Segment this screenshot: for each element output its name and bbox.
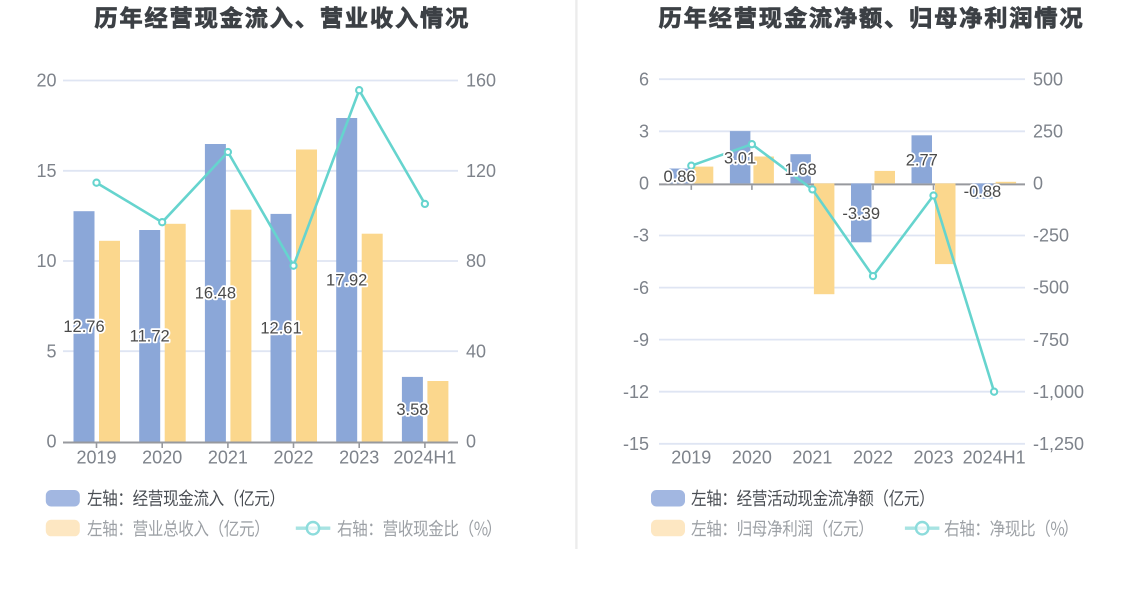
svg-text:2023: 2023 [339,447,379,467]
svg-text:-12: -12 [623,382,649,402]
svg-text:250: 250 [1033,122,1063,142]
svg-text:10: 10 [36,251,56,271]
svg-text:-3: -3 [633,226,649,246]
svg-text:2.77: 2.77 [906,151,938,169]
svg-text:-0.88: -0.88 [964,183,1002,201]
svg-text:2021: 2021 [792,447,832,467]
svg-text:0: 0 [466,432,476,452]
svg-text:2024H1: 2024H1 [963,447,1026,467]
svg-text:0.86: 0.86 [663,168,695,186]
svg-text:-9: -9 [633,330,649,350]
svg-text:3: 3 [639,122,649,142]
svg-text:5: 5 [46,341,56,361]
svg-text:-750: -750 [1033,330,1069,350]
svg-text:17.92: 17.92 [326,272,367,290]
svg-text:-1,250: -1,250 [1033,434,1084,454]
svg-text:0: 0 [46,432,56,452]
svg-text:16.48: 16.48 [195,285,236,303]
svg-text:12.61: 12.61 [260,320,301,338]
svg-text:20: 20 [36,71,56,91]
svg-text:-250: -250 [1033,226,1069,246]
svg-text:2019: 2019 [76,447,116,467]
svg-text:-15: -15 [623,434,649,454]
svg-text:15: 15 [36,161,56,181]
svg-text:11.72: 11.72 [130,328,170,346]
svg-text:3.01: 3.01 [724,149,756,167]
svg-text:80: 80 [466,251,486,271]
svg-text:3.58: 3.58 [396,401,428,419]
svg-text:2020: 2020 [142,447,182,467]
svg-text:12.76: 12.76 [63,318,104,336]
svg-text:0: 0 [639,174,649,194]
svg-text:1.68: 1.68 [785,161,817,179]
svg-text:-500: -500 [1033,278,1069,298]
svg-text:2024H1: 2024H1 [393,447,456,467]
svg-text:120: 120 [466,161,496,181]
svg-text:-1,000: -1,000 [1033,382,1084,402]
svg-text:-3.39: -3.39 [842,205,880,223]
svg-text:2019: 2019 [671,447,711,467]
svg-text:2020: 2020 [732,447,772,467]
svg-text:160: 160 [466,71,496,91]
svg-text:2021: 2021 [208,447,248,467]
svg-text:500: 500 [1033,70,1063,90]
svg-text:2022: 2022 [853,447,893,467]
svg-text:-6: -6 [633,278,649,298]
svg-text:0: 0 [1033,174,1043,194]
svg-text:2022: 2022 [273,447,313,467]
svg-text:6: 6 [639,69,649,89]
svg-text:40: 40 [466,341,486,361]
svg-text:2023: 2023 [913,447,953,467]
